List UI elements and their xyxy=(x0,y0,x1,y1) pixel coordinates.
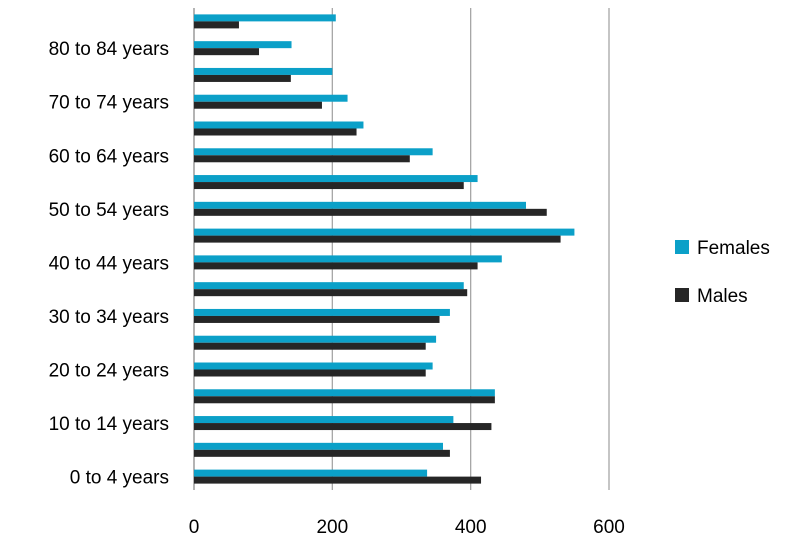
bar-females-75-to-79-years xyxy=(194,67,333,75)
x-tick-label-200: 200 xyxy=(316,517,348,538)
bar-males-60-to-64-years xyxy=(194,155,410,163)
bar-males-5-to-9-years xyxy=(194,449,450,457)
bar-males-0-to-4-years xyxy=(194,476,482,484)
bar-females-35-to-39-years xyxy=(194,282,464,290)
bar-females-25-to-29-years xyxy=(194,335,437,343)
category-label-50-to-54-years: 50 to 54 years xyxy=(49,200,169,221)
x-tick-label-0: 0 xyxy=(189,517,200,538)
bar-males-70-to-74-years xyxy=(194,101,322,109)
legend-label-males: Males xyxy=(697,286,748,307)
category-label-30-to-34-years: 30 to 34 years xyxy=(49,307,169,328)
category-label-20-to-24-years: 20 to 24 years xyxy=(49,361,169,382)
legend-swatch-females xyxy=(675,240,689,254)
bar-females-20-to-24-years xyxy=(194,362,433,370)
bar-females-55-to-59-years xyxy=(194,175,478,183)
bar-males-15-to-19-years xyxy=(194,396,495,404)
category-label-0-to-4-years: 0 to 4 years xyxy=(70,468,169,489)
category-label-10-to-14-years: 10 to 14 years xyxy=(49,414,169,435)
bar-females-85-years-and-over xyxy=(194,14,336,22)
legend: Females Males xyxy=(675,238,770,307)
bar-males-65-to-69-years xyxy=(194,128,357,136)
bar-females-30-to-34-years xyxy=(194,308,450,316)
bar-females-45-to-49-years xyxy=(194,228,575,236)
bar-females-65-to-69-years xyxy=(194,121,364,129)
bar-females-70-to-74-years xyxy=(194,94,348,102)
bar-males-50-to-54-years xyxy=(194,208,547,216)
x-tick-labels: 0 200 400 600 xyxy=(189,517,625,538)
bar-females-60-to-64-years xyxy=(194,148,433,156)
category-label-40-to-44-years: 40 to 44 years xyxy=(49,253,169,274)
x-tick-label-600: 600 xyxy=(593,517,625,538)
bar-females-40-to-44-years xyxy=(194,255,502,263)
bar-males-80-to-84-years xyxy=(194,48,260,56)
gridlines xyxy=(193,8,610,490)
bar-females-10-to-14-years xyxy=(194,416,454,424)
legend-swatch-males xyxy=(675,288,689,302)
bars xyxy=(194,14,575,484)
bar-males-10-to-14-years xyxy=(194,423,492,431)
bar-males-55-to-59-years xyxy=(194,182,464,190)
category-label-60-to-64-years: 60 to 64 years xyxy=(49,146,169,167)
category-label-70-to-74-years: 70 to 74 years xyxy=(49,93,169,114)
bar-males-20-to-24-years xyxy=(194,369,426,377)
bar-males-75-to-79-years xyxy=(194,74,291,82)
legend-label-females: Females xyxy=(697,238,770,259)
x-tick-label-400: 400 xyxy=(455,517,487,538)
bar-males-40-to-44-years xyxy=(194,262,478,270)
bar-females-0-to-4-years xyxy=(194,469,428,477)
bar-males-30-to-34-years xyxy=(194,315,440,323)
bar-males-45-to-49-years xyxy=(194,235,561,243)
category-label-80-to-84-years: 80 to 84 years xyxy=(49,39,169,60)
bar-males-35-to-39-years xyxy=(194,289,468,297)
bar-females-15-to-19-years xyxy=(194,389,495,397)
bar-females-50-to-54-years xyxy=(194,201,526,209)
bar-males-85-years-and-over xyxy=(194,21,239,29)
category-labels: 0 to 4 years 10 to 14 years 20 to 24 years… xyxy=(49,39,169,488)
bar-females-80-to-84-years xyxy=(194,41,292,49)
bar-males-25-to-29-years xyxy=(194,342,426,350)
bar-females-5-to-9-years xyxy=(194,442,443,450)
